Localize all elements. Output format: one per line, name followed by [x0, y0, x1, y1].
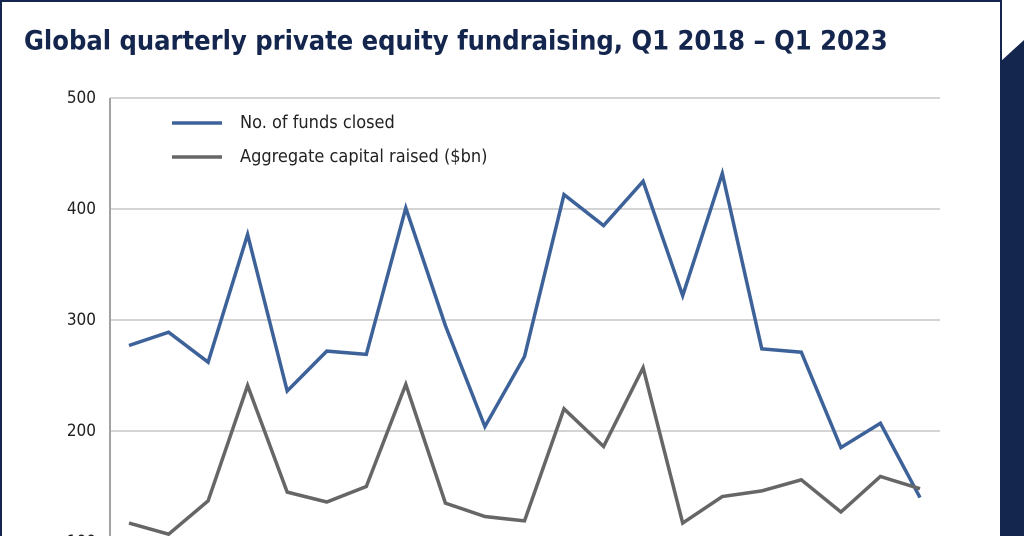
grid: [110, 97, 940, 432]
y-tick-label: 500: [67, 88, 96, 108]
y-tick-label: 200: [67, 421, 96, 441]
series-line: [128, 166, 922, 499]
chart-title: Global quarterly private equity fundrais…: [24, 26, 888, 57]
y-tick-label: 300: [67, 310, 96, 330]
legend-label: Aggregate capital raised ($bn): [240, 146, 487, 167]
legend-label: No. of funds closed: [240, 112, 395, 133]
y-tick-label: 100: [67, 532, 96, 536]
frame-edge: [1000, 40, 1024, 536]
plot: [128, 166, 922, 536]
y-tick-label: 400: [67, 199, 96, 219]
frame: [0, 0, 1002, 536]
series-line: [128, 362, 921, 536]
